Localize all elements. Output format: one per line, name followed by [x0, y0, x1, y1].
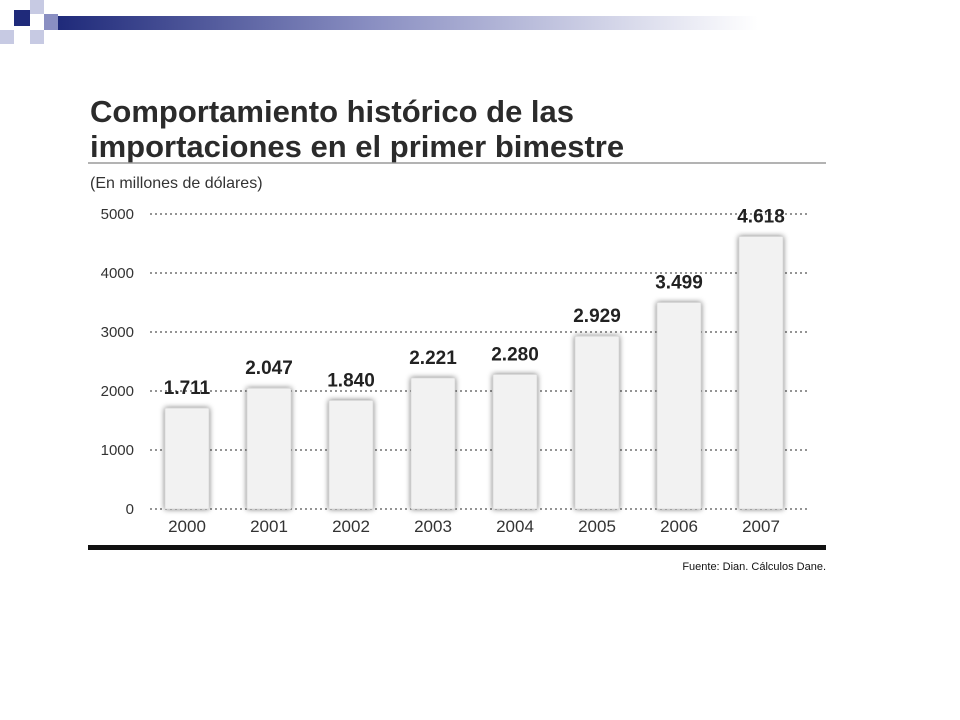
value-labels: 1.711 2.047 1.840 2.221 2.280 2.929 3.499 4.618 — [164, 207, 785, 400]
y-tick-label: 3000 — [101, 324, 134, 341]
x-tick-label-2004: 2004 — [496, 517, 534, 536]
x-tick-label-2005: 2005 — [578, 517, 616, 536]
bottom-rule — [88, 545, 826, 550]
x-axis-labels: 2000 2001 2002 2003 2004 2005 2006 2007 — [168, 517, 780, 536]
value-label-2005: 2.929 — [573, 306, 621, 327]
x-tick-label-2003: 2003 — [414, 517, 452, 536]
header-square-light-2 — [30, 30, 44, 44]
bar-2000 — [164, 407, 210, 510]
source-note: Fuente: Dian. Cálculos Dane. — [682, 561, 826, 573]
y-tick-label: 5000 — [101, 206, 134, 223]
x-tick-label-2001: 2001 — [250, 517, 288, 536]
value-label-2003: 2.221 — [409, 348, 457, 369]
slide-header-decoration — [0, 0, 758, 44]
value-label-2000: 1.711 — [164, 378, 211, 399]
value-label-2006: 3.499 — [655, 273, 703, 294]
chart-title-line-2: importaciones en el primer bimestre — [90, 129, 624, 164]
y-tick-label: 0 — [126, 501, 134, 518]
bars — [164, 236, 784, 510]
x-tick-label-2007: 2007 — [742, 517, 780, 536]
chart-subtitle: (En millones de dólares) — [90, 175, 263, 192]
bar-2001 — [246, 387, 292, 510]
value-label-2004: 2.280 — [491, 344, 539, 365]
bar-2006 — [656, 302, 702, 510]
y-tick-label: 1000 — [101, 442, 134, 459]
header-square-light-1 — [30, 0, 44, 14]
bar-2002 — [328, 400, 374, 510]
x-tick-label-2002: 2002 — [332, 517, 370, 536]
y-tick-label: 4000 — [101, 265, 134, 282]
value-label-2002: 1.840 — [327, 370, 375, 391]
bar-2003 — [410, 377, 456, 510]
x-tick-label-2006: 2006 — [660, 517, 698, 536]
bar-2007 — [738, 236, 784, 510]
y-axis-ticks: 0 1000 2000 3000 4000 5000 — [101, 206, 134, 518]
header-square-mid — [44, 14, 58, 30]
bar-2004 — [492, 374, 538, 510]
header-gradient-bar — [58, 16, 758, 30]
value-label-2007: 4.618 — [737, 207, 785, 228]
header-square-light-3 — [0, 30, 14, 44]
x-tick-label-2000: 2000 — [168, 517, 206, 536]
chart-title-line-1: Comportamiento histórico de las — [90, 94, 574, 129]
bar-2005 — [574, 335, 620, 510]
value-label-2001: 2.047 — [245, 358, 293, 379]
header-square-dark — [14, 10, 30, 26]
y-tick-label: 2000 — [101, 383, 134, 400]
